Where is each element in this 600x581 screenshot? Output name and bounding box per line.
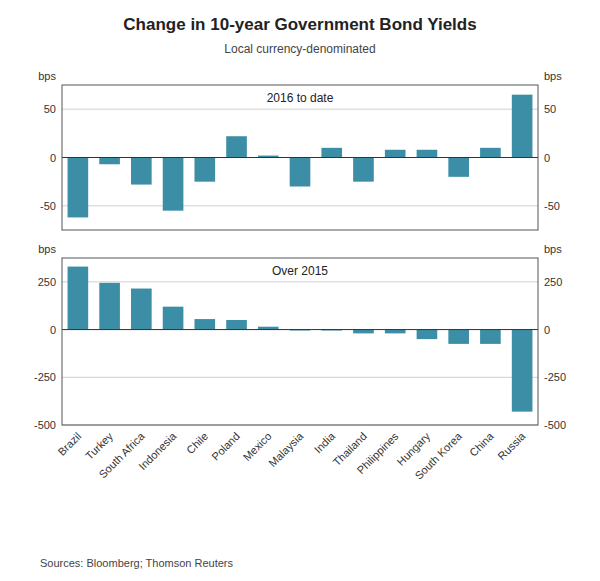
plot-frame: [62, 258, 538, 425]
subtitle: Local currency-denominated: [224, 42, 375, 56]
x-tick-label: Malaysia: [266, 429, 306, 469]
baseline: [62, 329, 538, 330]
grid-line: [62, 157, 538, 158]
bar: [194, 319, 215, 329]
y-axis-label: bps: [38, 70, 56, 82]
x-tick-label: South Korea: [412, 429, 464, 481]
y-tick-label-right: -500: [544, 419, 566, 431]
y-tick-label-right: 50: [544, 103, 556, 115]
y-tick-label-right: 0: [544, 324, 550, 336]
y-tick-label-right: -50: [544, 200, 560, 212]
y-tick-label: -250: [34, 371, 56, 383]
bar: [99, 158, 120, 165]
grid-line: [62, 329, 538, 330]
y-tick-label-right: 0: [544, 152, 550, 164]
y-axis-label-right: bps: [544, 243, 562, 255]
bar: [131, 158, 152, 185]
y-tick-label: -500: [34, 419, 56, 431]
baseline: [62, 157, 538, 158]
x-tick-label: Indonesia: [136, 429, 179, 472]
y-tick-label: -50: [40, 200, 56, 212]
bar: [512, 330, 533, 412]
bars: [68, 95, 533, 218]
bar: [194, 158, 215, 182]
panel-label: Over 2015: [272, 264, 328, 278]
bar: [417, 150, 438, 158]
source: Sources: Bloomberg; Thomson Reuters: [40, 557, 233, 569]
grid-line: [62, 205, 538, 206]
title: Change in 10-year Government Bond Yields: [123, 15, 476, 34]
x-tick-label: Poland: [209, 430, 242, 463]
x-tick-label: Russia: [495, 429, 528, 462]
bar: [321, 148, 342, 158]
bars: [68, 267, 533, 412]
bar: [512, 95, 533, 158]
bar: [226, 320, 247, 330]
y-tick-label-right: 250: [544, 276, 562, 288]
y-tick-label: 250: [38, 276, 56, 288]
bar: [480, 148, 501, 158]
y-tick-label: 0: [50, 152, 56, 164]
x-tick-label: South Africa: [96, 429, 147, 480]
bar: [385, 330, 406, 334]
bar: [480, 330, 501, 344]
bar: [163, 307, 184, 330]
x-tick-label: Brazil: [55, 430, 83, 458]
bar: [448, 158, 469, 177]
bar: [417, 330, 438, 340]
bar: [68, 267, 89, 330]
bar: [99, 283, 120, 330]
bar: [131, 289, 152, 330]
bar: [353, 158, 374, 182]
x-tick-label: Philippines: [355, 430, 401, 476]
bar: [385, 150, 406, 158]
x-tick-label: China: [467, 429, 496, 458]
bar: [163, 158, 184, 211]
x-tick-label: Chile: [184, 430, 210, 456]
y-tick-label: 0: [50, 324, 56, 336]
chart: Change in 10-year Government Bond Yields…: [0, 0, 600, 581]
y-axis-label: bps: [38, 243, 56, 255]
bar: [290, 158, 311, 187]
bar: [68, 158, 89, 218]
bar: [353, 330, 374, 334]
bar: [226, 136, 247, 157]
grid-line: [62, 377, 538, 378]
grid-line: [62, 109, 538, 110]
x-tick-label: India: [312, 429, 338, 455]
bar: [448, 330, 469, 344]
panel-label: 2016 to date: [267, 91, 334, 105]
plot-frame: [62, 85, 538, 230]
background: [0, 0, 600, 581]
y-tick-label: 50: [44, 103, 56, 115]
grid-line: [62, 281, 538, 282]
y-tick-label-right: -250: [544, 371, 566, 383]
y-axis-label-right: bps: [544, 70, 562, 82]
